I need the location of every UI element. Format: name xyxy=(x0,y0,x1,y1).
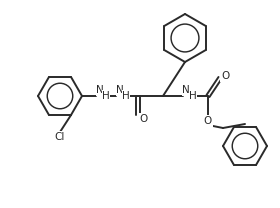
Text: N: N xyxy=(96,85,104,95)
Text: N: N xyxy=(182,85,190,95)
Text: N: N xyxy=(116,85,124,95)
Text: O: O xyxy=(140,114,148,124)
Text: H: H xyxy=(122,91,130,101)
Text: O: O xyxy=(221,71,229,81)
Text: O: O xyxy=(204,116,212,126)
Text: Cl: Cl xyxy=(55,132,65,142)
Text: H: H xyxy=(102,91,110,101)
Text: H: H xyxy=(189,91,197,101)
